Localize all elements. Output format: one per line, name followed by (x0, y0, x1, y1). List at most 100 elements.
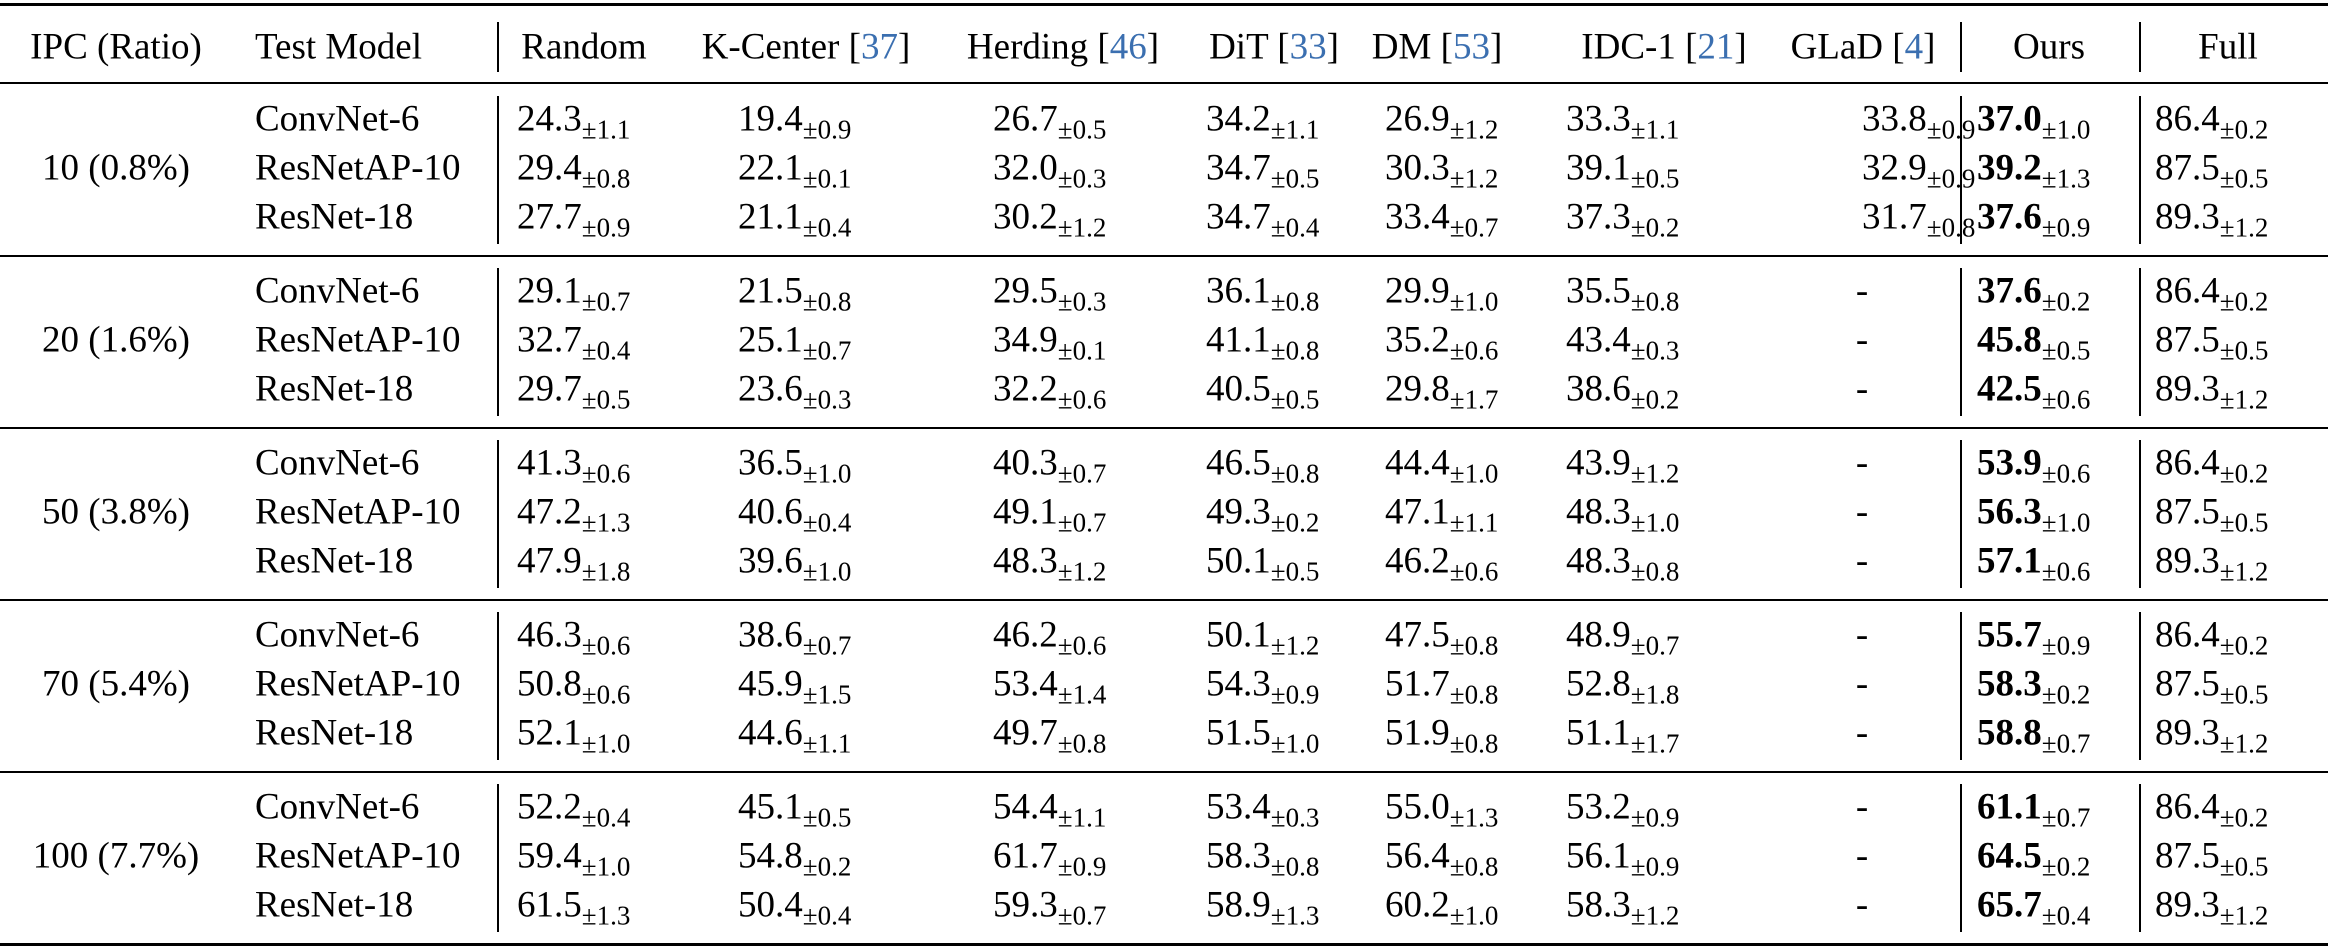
std-value: ±0.9 (802, 114, 852, 145)
result-cell: 51.5±1.0 (1206, 715, 1319, 758)
result-cell: 86.4±0.2 (2155, 445, 2268, 488)
mean-value: 22.1 (738, 147, 803, 189)
mean-value: 89.3 (2155, 712, 2220, 754)
result-cell: 32.7±0.4 (517, 322, 630, 365)
header-text: IDC-1 [ (1581, 26, 1698, 68)
std-value: ±1.7 (1449, 384, 1499, 415)
std-value: ±0.9 (1630, 851, 1680, 882)
std-value: ±0.4 (581, 335, 631, 366)
result-cell: 40.6±0.4 (738, 494, 851, 537)
result-cell: 56.3±1.0 (1977, 494, 2090, 537)
result-cell: 54.4±1.1 (993, 789, 1106, 832)
citation: 46 (1109, 26, 1147, 68)
std-value: ±0.5 (2219, 507, 2269, 538)
std-value: ±1.0 (802, 458, 852, 489)
result-cell: 60.2±1.0 (1385, 887, 1498, 930)
result-cell: 48.3±1.0 (1566, 494, 1679, 537)
std-value: ±0.2 (2041, 679, 2091, 710)
mean-value: 56.4 (1385, 835, 1450, 877)
std-value: ±0.5 (1270, 163, 1320, 194)
result-cell: 46.2±0.6 (1385, 543, 1498, 586)
column-divider (2139, 96, 2141, 244)
result-cell: 87.5±0.5 (2155, 838, 2268, 881)
std-value: ±1.2 (1449, 163, 1499, 194)
group-rule (0, 427, 2328, 429)
column-divider (497, 22, 499, 72)
mean-value: 23.6 (738, 368, 803, 410)
std-value: ±1.3 (581, 507, 631, 538)
mean-value: 58.3 (1977, 663, 2042, 705)
mean-value: 52.8 (1566, 663, 1631, 705)
result-cell: 86.4±0.2 (2155, 273, 2268, 316)
mean-value: 48.9 (1566, 614, 1631, 656)
std-value: ±0.8 (1449, 851, 1499, 882)
column-divider (1960, 96, 1962, 244)
std-value: ±0.1 (1057, 335, 1107, 366)
std-value: ±0.2 (802, 851, 852, 882)
mean-value: 45.8 (1977, 319, 2042, 361)
column-header: Full (2198, 26, 2258, 68)
column-header: K-Center [37] (702, 29, 911, 66)
std-value: ±1.2 (2219, 212, 2269, 243)
result-cell: 26.9±1.2 (1385, 101, 1498, 144)
mean-value: 25.1 (738, 319, 803, 361)
std-value: ±1.2 (1630, 458, 1680, 489)
mean-value: 89.3 (2155, 540, 2220, 582)
result-cell: 61.1±0.7 (1977, 789, 2090, 832)
std-value: ±0.2 (2219, 630, 2269, 661)
empty-cell: - (1855, 540, 1869, 582)
mean-value: 61.5 (517, 884, 582, 926)
mean-value: 39.2 (1977, 147, 2042, 189)
std-value: ±0.8 (1449, 728, 1499, 759)
std-value: ±1.1 (1630, 114, 1680, 145)
mean-value: 47.5 (1385, 614, 1450, 656)
mean-value: 30.3 (1385, 147, 1450, 189)
citation: 53 (1452, 26, 1490, 68)
std-value: ±0.4 (802, 900, 852, 931)
mean-value: 52.1 (517, 712, 582, 754)
result-cell: 21.1±0.4 (738, 199, 851, 242)
result-cell: 40.5±0.5 (1206, 371, 1319, 414)
std-value: ±0.2 (2219, 458, 2269, 489)
std-value: ±0.3 (1270, 802, 1320, 833)
mean-value: 37.6 (1977, 270, 2042, 312)
header-text: ] (897, 26, 911, 68)
result-cell: 65.7±0.4 (1977, 887, 2090, 930)
result-cell: 48.3±1.2 (993, 543, 1106, 586)
mean-value: 32.2 (993, 368, 1058, 410)
model-name: ResNet-18 (255, 540, 414, 582)
std-value: ±0.7 (1057, 507, 1107, 538)
mean-value: 52.2 (517, 786, 582, 828)
column-divider (2139, 268, 2141, 416)
result-cell: 58.3±0.8 (1206, 838, 1319, 881)
mean-value: 55.7 (1977, 614, 2042, 656)
result-cell: 40.3±0.7 (993, 445, 1106, 488)
std-value: ±0.9 (2041, 212, 2091, 243)
mean-value: 24.3 (517, 98, 582, 140)
result-cell: 34.2±1.1 (1206, 101, 1319, 144)
result-cell: 29.9±1.0 (1385, 273, 1498, 316)
mean-value: 87.5 (2155, 491, 2220, 533)
result-cell: 58.9±1.3 (1206, 887, 1319, 930)
mean-value: 41.3 (517, 442, 582, 484)
std-value: ±1.2 (1270, 630, 1320, 661)
result-cell: 87.5±0.5 (2155, 150, 2268, 193)
result-cell: 23.6±0.3 (738, 368, 851, 414)
mean-value: 35.2 (1385, 319, 1450, 361)
mean-value: 49.7 (993, 712, 1058, 754)
column-divider (2139, 784, 2141, 932)
mean-value: 45.1 (738, 786, 803, 828)
std-value: ±0.2 (2041, 286, 2091, 317)
mean-value: 21.5 (738, 270, 803, 312)
result-cell: 51.9±0.8 (1385, 715, 1498, 758)
std-value: ±0.9 (1926, 114, 1976, 145)
mean-value: 51.7 (1385, 663, 1450, 705)
mean-value: 50.1 (1206, 614, 1271, 656)
mean-value: 89.3 (2155, 368, 2220, 410)
empty-cell: - (1855, 712, 1869, 754)
result-cell: 52.2±0.4 (517, 786, 630, 832)
model-name: ResNet-18 (255, 884, 414, 926)
result-cell: 53.4±0.3 (1206, 789, 1319, 832)
mean-value: 64.5 (1977, 835, 2042, 877)
std-value: ±0.7 (1449, 212, 1499, 243)
